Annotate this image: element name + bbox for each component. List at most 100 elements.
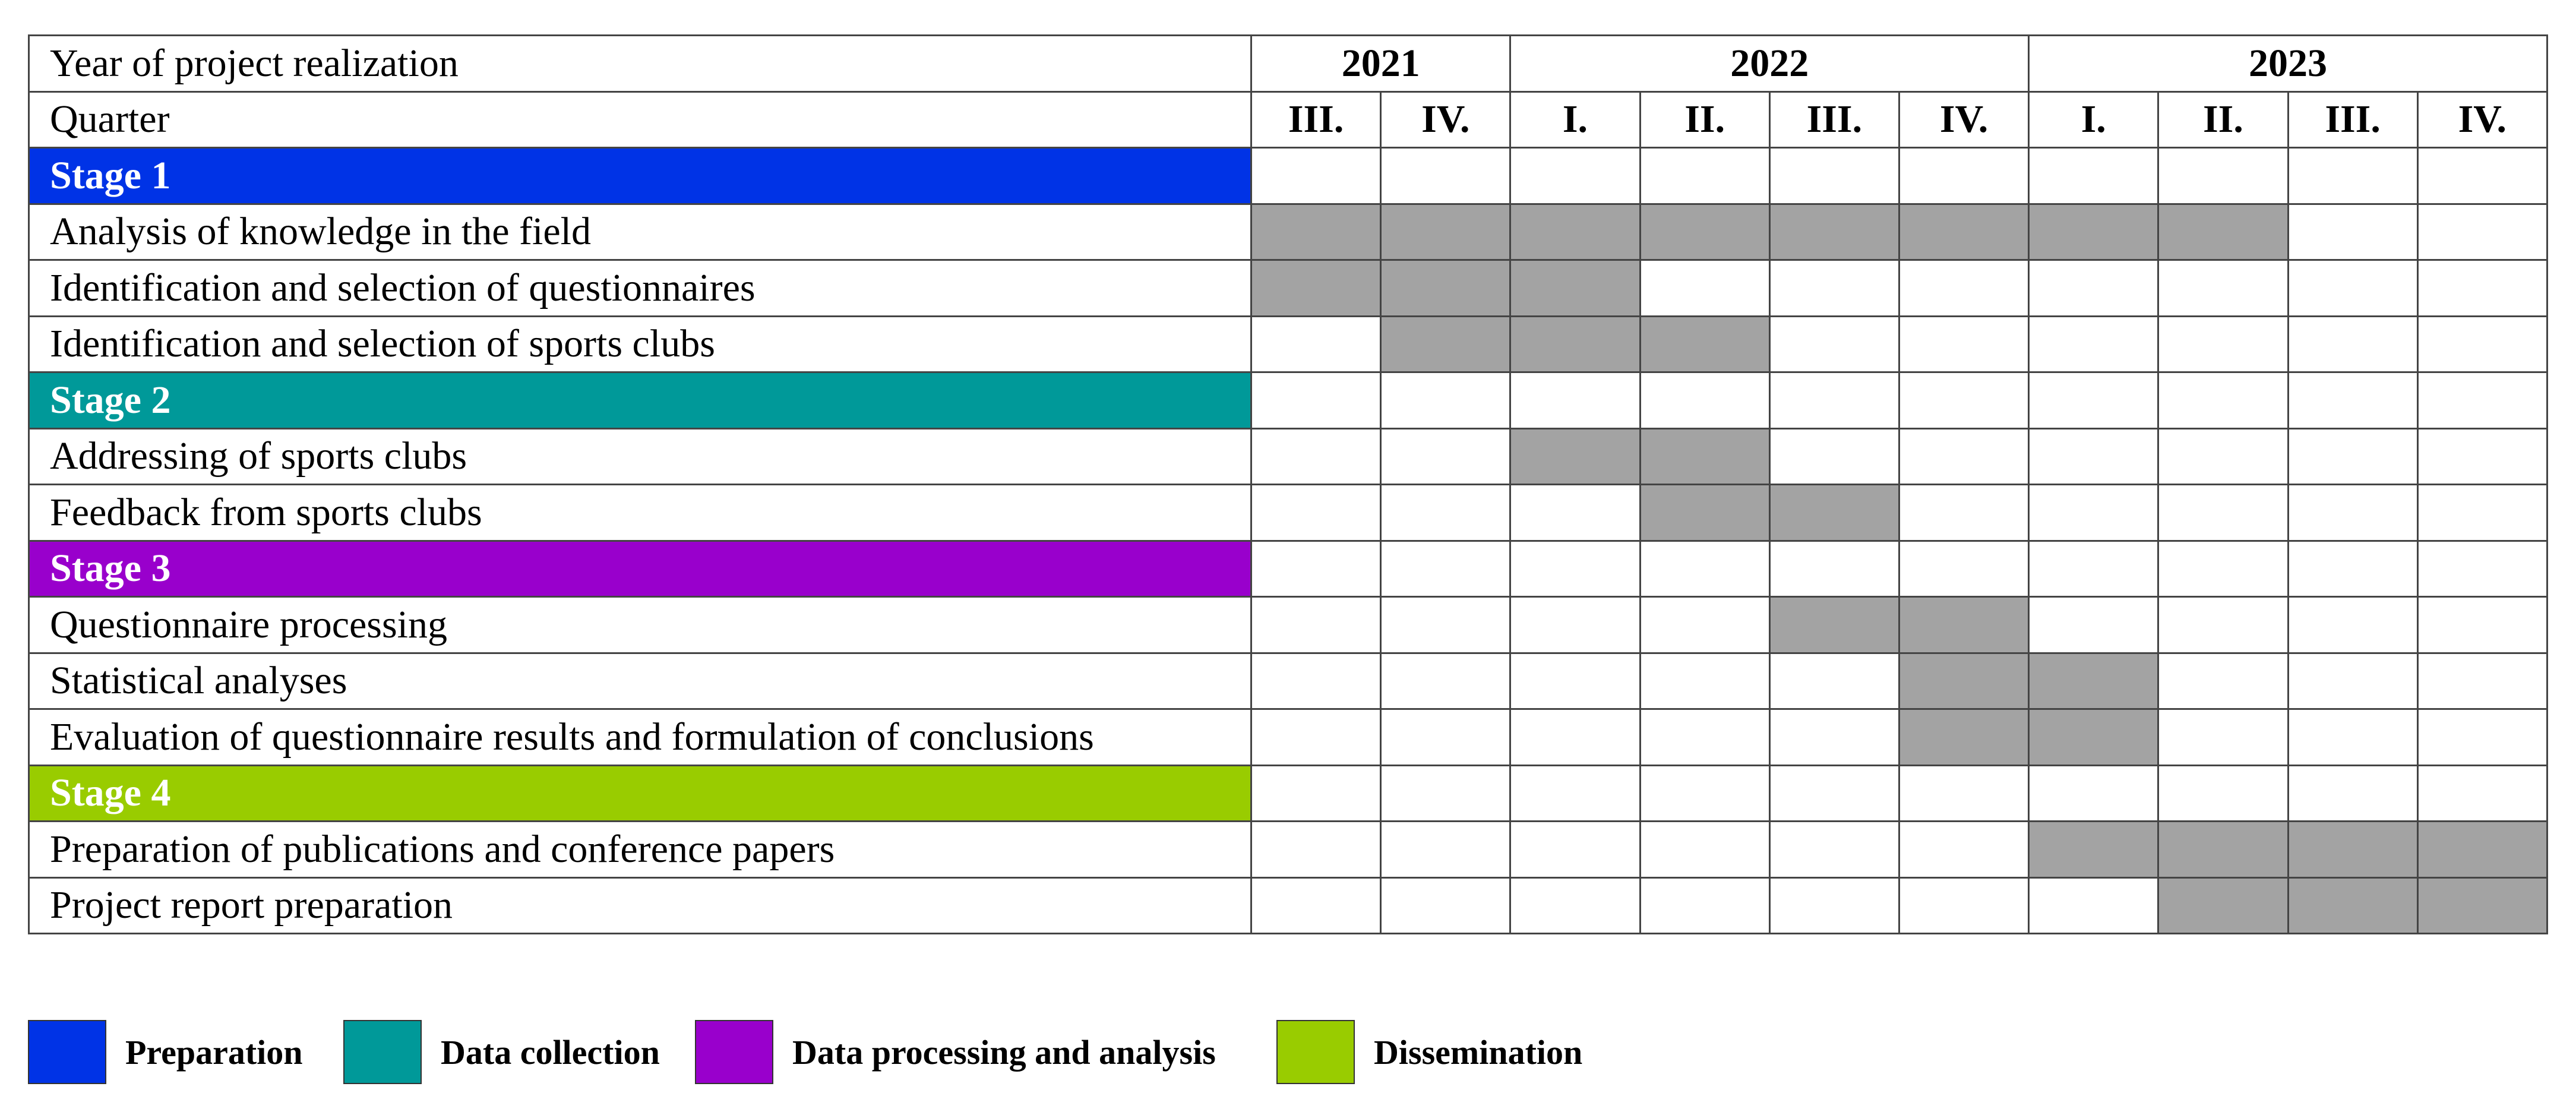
empty-cell — [1639, 539, 1771, 598]
empty-cell — [2028, 484, 2160, 542]
gantt-bar-cell — [2157, 876, 2289, 934]
quarter-header-cell: II. — [2157, 90, 2289, 149]
task-row: Statistical analyses — [28, 652, 2548, 710]
quarter-header-cell: II. — [1639, 90, 1771, 149]
empty-cell — [1250, 652, 1382, 710]
stage-label: Stage 1 — [28, 147, 1252, 205]
empty-cell — [2028, 427, 2160, 485]
legend-item-dissemination: Dissemination — [1276, 1019, 1582, 1085]
empty-cell — [1250, 764, 1382, 822]
legend-item-data-processing: Data processing and analysis — [695, 1019, 1216, 1085]
task-label: Analysis of knowledge in the field — [28, 203, 1252, 261]
gantt-bar-cell — [1898, 203, 2030, 261]
empty-cell — [2416, 652, 2548, 710]
empty-cell — [1509, 147, 1641, 205]
gantt-bar-cell — [2028, 203, 2160, 261]
empty-cell — [2416, 147, 2548, 205]
empty-cell — [2416, 315, 2548, 373]
empty-cell — [1250, 539, 1382, 598]
empty-cell — [1380, 371, 1512, 429]
empty-cell — [1639, 147, 1771, 205]
empty-cell — [2157, 427, 2289, 485]
empty-cell — [2287, 484, 2419, 542]
empty-cell — [1639, 596, 1771, 654]
empty-cell — [2416, 596, 2548, 654]
gantt-bar-cell — [1639, 203, 1771, 261]
empty-cell — [1250, 371, 1382, 429]
legend-label-data-processing: Data processing and analysis — [792, 1032, 1216, 1072]
empty-cell — [1509, 652, 1641, 710]
empty-cell — [1898, 764, 2030, 822]
stage-row: Stage 3 — [28, 539, 2548, 598]
task-row: Feedback from sports clubs — [28, 484, 2548, 542]
empty-cell — [1898, 484, 2030, 542]
year-header-label: Year of project realization — [28, 34, 1252, 93]
task-row: Preparation of publications and conferen… — [28, 820, 2548, 879]
empty-cell — [2287, 371, 2419, 429]
gantt-bar-cell — [1509, 315, 1641, 373]
empty-cell — [2416, 203, 2548, 261]
empty-cell — [1250, 147, 1382, 205]
empty-cell — [1768, 764, 1900, 822]
stage-row: Stage 4 — [28, 764, 2548, 822]
gantt-bar-cell — [1639, 315, 1771, 373]
empty-cell — [1768, 259, 1900, 317]
gantt-bar-cell — [1898, 652, 2030, 710]
empty-cell — [1898, 259, 2030, 317]
quarter-header-cell: III. — [2287, 90, 2419, 149]
gantt-bar-cell — [2416, 820, 2548, 879]
empty-cell — [1639, 652, 1771, 710]
empty-cell — [1768, 708, 1900, 766]
quarter-header-cell: IV. — [2416, 90, 2548, 149]
gantt-bar-cell — [2287, 876, 2419, 934]
task-label: Evaluation of questionnaire results and … — [28, 708, 1252, 766]
legend-swatch-dissemination — [1276, 1020, 1355, 1084]
empty-cell — [1250, 315, 1382, 373]
empty-cell — [1509, 539, 1641, 598]
quarter-header-row: Quarter III. IV. I. II. III. IV. I. II. III. IV. — [28, 90, 2548, 149]
year-header-row: Year of project realization 2021 2022 2023 — [28, 34, 2548, 93]
empty-cell — [2287, 259, 2419, 317]
empty-cell — [1509, 484, 1641, 542]
legend-item-preparation: Preparation — [28, 1019, 303, 1085]
empty-cell — [1509, 596, 1641, 654]
empty-cell — [1639, 371, 1771, 429]
task-label: Feedback from sports clubs — [28, 484, 1252, 542]
task-row: Identification and selection of question… — [28, 259, 2548, 317]
empty-cell — [1509, 708, 1641, 766]
empty-cell — [1768, 876, 1900, 934]
gantt-bar-cell — [1380, 203, 1512, 261]
empty-cell — [2287, 764, 2419, 822]
empty-cell — [2416, 764, 2548, 822]
empty-cell — [2157, 315, 2289, 373]
empty-cell — [2416, 539, 2548, 598]
legend-label-data-collection: Data collection — [441, 1032, 660, 1072]
empty-cell — [2416, 427, 2548, 485]
empty-cell — [2287, 427, 2419, 485]
gantt-bar-cell — [2028, 708, 2160, 766]
task-label: Identification and selection of question… — [28, 259, 1252, 317]
task-label: Preparation of publications and conferen… — [28, 820, 1252, 879]
empty-cell — [1639, 876, 1771, 934]
quarter-header-cell: IV. — [1898, 90, 2030, 149]
empty-cell — [1380, 484, 1512, 542]
gantt-bar-cell — [1380, 315, 1512, 373]
task-row: Identification and selection of sports c… — [28, 315, 2548, 373]
gantt-bar-cell — [2157, 820, 2289, 879]
year-header-2022: 2022 — [1509, 34, 2030, 93]
empty-cell — [2028, 764, 2160, 822]
gantt-bar-cell — [1250, 259, 1382, 317]
empty-cell — [2416, 484, 2548, 542]
empty-cell — [2157, 484, 2289, 542]
task-label: Identification and selection of sports c… — [28, 315, 1252, 373]
empty-cell — [1380, 708, 1512, 766]
gantt-bar-cell — [1768, 203, 1900, 261]
gantt-bar-cell — [1509, 259, 1641, 317]
year-header-2021: 2021 — [1250, 34, 1512, 93]
empty-cell — [1639, 708, 1771, 766]
empty-cell — [1380, 876, 1512, 934]
empty-cell — [2028, 259, 2160, 317]
empty-cell — [2028, 147, 2160, 205]
empty-cell — [1250, 708, 1382, 766]
task-row: Questionnaire processing — [28, 596, 2548, 654]
